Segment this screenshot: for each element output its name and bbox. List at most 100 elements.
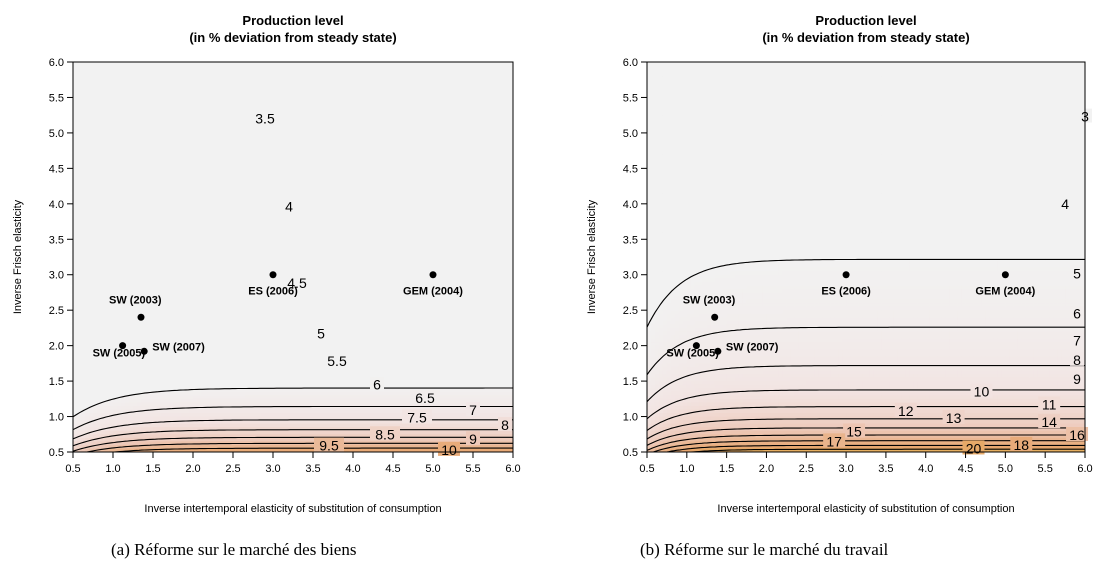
contour-label-bg xyxy=(466,431,480,446)
chart-title: Production level xyxy=(242,13,343,28)
contour-label-bg xyxy=(1010,436,1033,451)
y-tick-label: 5.5 xyxy=(49,92,64,104)
x-tick-label: 5.0 xyxy=(425,463,440,475)
contour-label: 5.5 xyxy=(327,353,347,369)
x-tick-label: 0.5 xyxy=(65,463,80,475)
contour-label-bg xyxy=(466,402,480,417)
contour-line xyxy=(73,429,513,447)
contour-label: 6.5 xyxy=(415,390,435,406)
contour-label: 9 xyxy=(469,431,477,447)
contour-label-bg xyxy=(402,409,432,424)
contour-line xyxy=(73,436,513,452)
x-tick-label: 5.5 xyxy=(465,463,480,475)
contour-label: 3.5 xyxy=(255,111,275,127)
model-point xyxy=(119,342,127,350)
contour-label: 17 xyxy=(826,433,842,449)
contour-label: 16 xyxy=(1069,427,1085,443)
contour-label-bg xyxy=(282,275,312,290)
x-tick-label: 1.5 xyxy=(145,463,160,475)
contour-label: 4 xyxy=(1061,196,1069,212)
contour-label: 10 xyxy=(441,442,457,458)
contour-label: 5 xyxy=(1073,265,1081,281)
contour-line xyxy=(73,419,513,440)
caption-a: (a) Réforme sur le marché des biens xyxy=(111,540,356,560)
model-point-label: SW (2007) xyxy=(726,341,779,353)
chart-subtitle: (in % deviation from steady state) xyxy=(762,30,969,45)
model-point xyxy=(140,347,148,355)
y-tick-label: 1.5 xyxy=(49,376,64,388)
y-tick-label: 2.5 xyxy=(49,305,64,317)
model-point-label: SW (2005) xyxy=(93,348,146,360)
x-tick-label: 3.0 xyxy=(838,463,853,475)
contour-label: 7 xyxy=(469,402,477,418)
model-point-label: ES (2006) xyxy=(821,286,871,298)
contour-label-bg xyxy=(1070,265,1085,280)
contour-line xyxy=(647,434,1085,451)
caption-b: (b) Réforme sur le marché du travail xyxy=(640,540,888,560)
contour-label-bg xyxy=(823,433,846,448)
model-point xyxy=(1001,271,1009,279)
model-point xyxy=(711,313,719,321)
contour-line xyxy=(647,326,1085,376)
x-axis-label: Inverse intertemporal elasticity of subs… xyxy=(717,503,1014,515)
contour-fill xyxy=(73,62,513,452)
contour-label-bg xyxy=(894,402,917,417)
y-axis-label: Inverse Frisch elasticity xyxy=(12,199,24,314)
chart-panel-a: 3.544.555.566.577.5 88.5 99.5 100.5 1.0 1.5 2.… xyxy=(12,13,521,515)
y-tick-label: 6.0 xyxy=(623,57,638,69)
y-tick-label: 5.5 xyxy=(623,92,638,104)
y-tick-label: 3.0 xyxy=(623,270,638,282)
contour-label: 9.5 xyxy=(319,438,339,454)
y-tick-label: 4.5 xyxy=(49,163,64,175)
y-axis-label: Inverse Frisch elasticity xyxy=(586,199,598,314)
contour-label: 9 xyxy=(1073,371,1081,387)
model-point xyxy=(429,271,437,279)
contour-label: 14 xyxy=(1041,414,1057,430)
plot-frame xyxy=(72,61,514,453)
model-point-label: GEM (2004) xyxy=(975,286,1035,298)
contour-line xyxy=(647,365,1085,403)
contour-label-bg xyxy=(282,198,296,213)
y-tick-label: 0.5 xyxy=(623,447,638,459)
contour-label-bg xyxy=(1070,305,1085,320)
y-tick-label: 1.5 xyxy=(623,376,638,388)
y-tick-label: 3.5 xyxy=(623,234,638,246)
contour-label: 7.5 xyxy=(407,409,427,425)
x-tick-label: 1.0 xyxy=(105,463,120,475)
contour-label: 6 xyxy=(1073,306,1081,322)
contour-label-bg xyxy=(843,423,866,438)
x-tick-label: 4.0 xyxy=(918,463,933,475)
contour-label: 5 xyxy=(317,326,325,342)
y-tick-label: 2.0 xyxy=(623,341,638,353)
contour-label-bg xyxy=(498,417,512,432)
contour-line xyxy=(73,458,513,466)
contour-label: 8 xyxy=(1073,352,1081,368)
model-point xyxy=(269,271,277,279)
model-point-label: SW (2003) xyxy=(109,294,162,306)
contour-label-bg xyxy=(370,426,400,441)
contour-label-bg xyxy=(322,353,352,368)
contour-label-bg xyxy=(410,390,440,405)
y-tick-label: 5.0 xyxy=(623,128,638,140)
chart-subtitle: (in % deviation from steady state) xyxy=(189,30,396,45)
y-tick-label: 2.0 xyxy=(49,341,64,353)
contour-label-bg xyxy=(1070,351,1085,366)
x-tick-label: 2.5 xyxy=(799,463,814,475)
model-point xyxy=(692,342,700,350)
y-tick-label: 4.5 xyxy=(623,163,638,175)
contour-label-bg xyxy=(1066,426,1089,441)
x-tick-label: 4.0 xyxy=(345,463,360,475)
contour-label: 8.5 xyxy=(375,426,395,442)
y-tick-label: 1.0 xyxy=(623,412,638,424)
x-tick-label: 6.0 xyxy=(505,463,520,475)
y-tick-label: 0.5 xyxy=(49,447,64,459)
x-tick-label: 1.0 xyxy=(679,463,694,475)
contour-label: 7 xyxy=(1073,333,1081,349)
x-tick-label: 4.5 xyxy=(385,463,400,475)
model-point xyxy=(714,347,722,355)
x-tick-label: 1.5 xyxy=(719,463,734,475)
x-axis-label: Inverse intertemporal elasticity of subs… xyxy=(144,503,441,515)
contour-line xyxy=(647,406,1085,431)
contour-label-bg xyxy=(1038,396,1061,411)
contour-label: 12 xyxy=(898,403,914,419)
